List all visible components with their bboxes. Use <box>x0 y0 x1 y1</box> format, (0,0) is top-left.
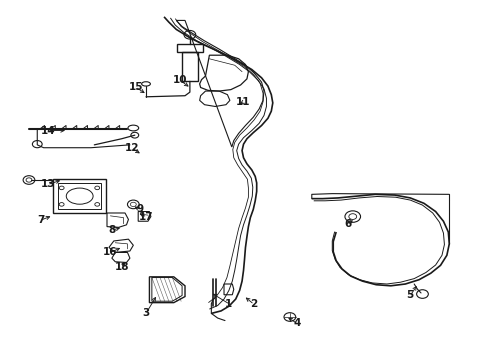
Text: 14: 14 <box>41 126 56 135</box>
Text: 1: 1 <box>225 299 232 309</box>
Text: 12: 12 <box>125 143 139 153</box>
Text: 4: 4 <box>293 319 300 328</box>
Text: 11: 11 <box>236 97 250 107</box>
Text: 18: 18 <box>114 262 129 272</box>
Text: 16: 16 <box>103 247 118 257</box>
Text: 13: 13 <box>41 179 56 189</box>
Text: 5: 5 <box>406 291 413 301</box>
Text: 17: 17 <box>139 212 153 221</box>
Text: 6: 6 <box>344 219 351 229</box>
Text: 9: 9 <box>136 204 143 215</box>
Text: 15: 15 <box>129 82 143 93</box>
Text: 3: 3 <box>142 309 149 318</box>
Text: 7: 7 <box>37 215 44 225</box>
Text: 2: 2 <box>249 299 256 309</box>
Text: 10: 10 <box>173 75 187 85</box>
Text: 8: 8 <box>108 225 115 235</box>
